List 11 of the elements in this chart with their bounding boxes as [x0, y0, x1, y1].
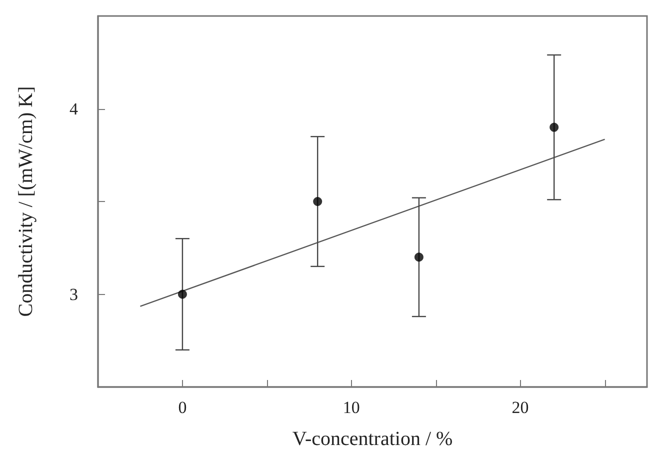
x-axis-title: V-concentration / %: [292, 428, 453, 450]
y-axis-title: Conductivity / [(mW/cm) K]: [15, 86, 37, 317]
x-tick-label: 10: [342, 398, 360, 417]
point: [414, 252, 424, 262]
point: [313, 197, 322, 206]
y-tick-label: 4: [70, 99, 78, 118]
point: [178, 290, 187, 299]
y-tick-label: 3: [70, 284, 78, 304]
point: [550, 122, 559, 132]
x-tick-label: 20: [512, 398, 529, 417]
x-tick-label: 0: [178, 398, 187, 417]
